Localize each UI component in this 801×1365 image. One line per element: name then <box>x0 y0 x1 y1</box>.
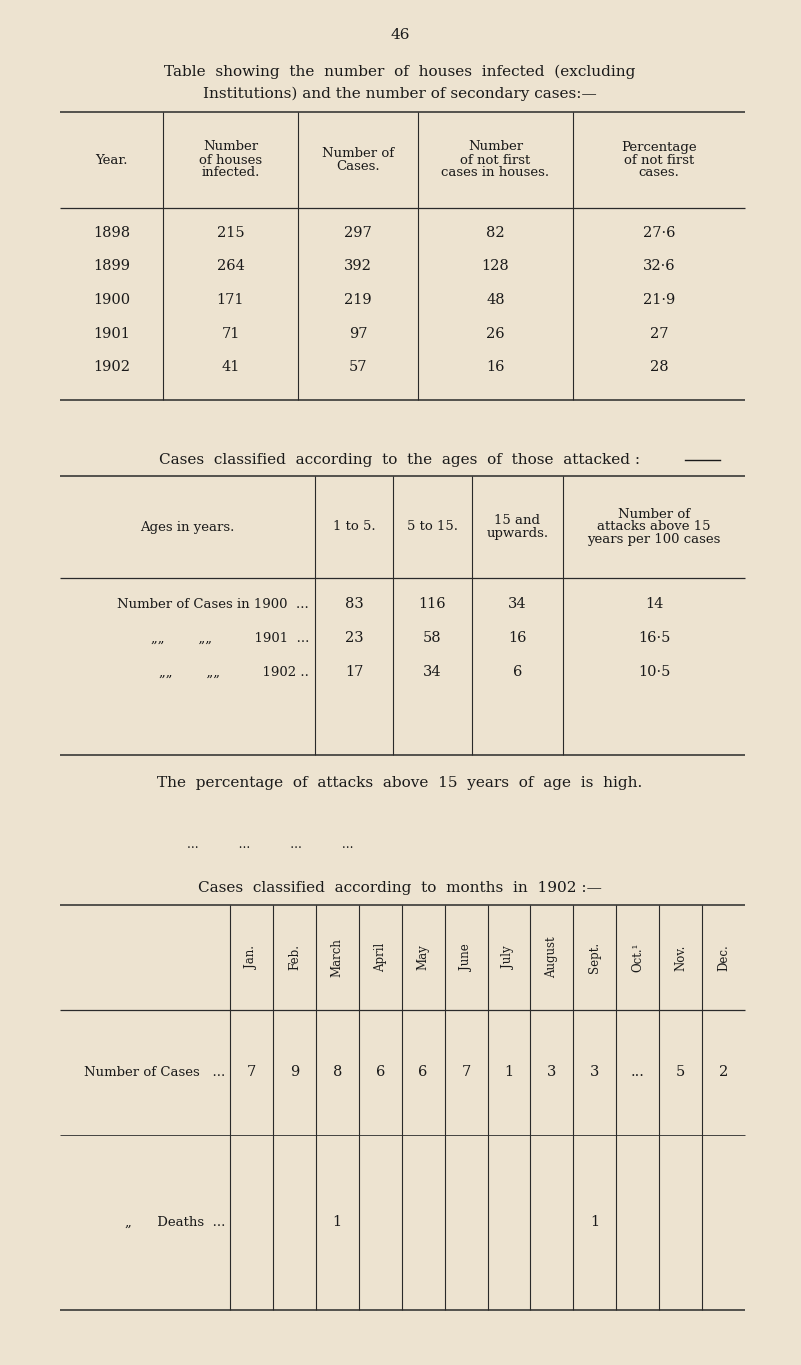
Text: 1902: 1902 <box>93 360 130 374</box>
Text: 1: 1 <box>590 1215 599 1230</box>
Text: 28: 28 <box>650 360 668 374</box>
Text: 5 to 15.: 5 to 15. <box>407 520 458 534</box>
Text: „      Deaths  ...: „ Deaths ... <box>125 1216 225 1228</box>
Text: 264: 264 <box>216 259 244 273</box>
Text: 128: 128 <box>481 259 509 273</box>
Text: 215: 215 <box>217 227 244 240</box>
Text: „„        „„          1902 ..: „„ „„ 1902 .. <box>159 666 309 678</box>
Text: 8: 8 <box>332 1066 342 1080</box>
Text: March: March <box>331 938 344 977</box>
Text: 3: 3 <box>547 1066 557 1080</box>
Text: cases in houses.: cases in houses. <box>441 167 549 180</box>
Text: 6: 6 <box>376 1066 385 1080</box>
Text: Cases.: Cases. <box>336 160 380 173</box>
Text: The  percentage  of  attacks  above  15  years  of  age  is  high.: The percentage of attacks above 15 years… <box>157 775 642 790</box>
Text: 17: 17 <box>344 665 363 678</box>
Text: 41: 41 <box>221 360 239 374</box>
Text: Nov.: Nov. <box>674 945 687 971</box>
Text: 23: 23 <box>344 631 364 646</box>
Text: Cases  classified  according  to  the  ages  of  those  attacked :: Cases classified according to the ages o… <box>159 453 641 467</box>
Text: Number of Cases   ...: Number of Cases ... <box>84 1066 225 1078</box>
Text: ...          ...          ...          ...: ... ... ... ... <box>187 838 353 852</box>
Text: April: April <box>374 943 387 972</box>
Text: 1899: 1899 <box>93 259 130 273</box>
Text: 34: 34 <box>508 597 527 612</box>
Text: July: July <box>502 946 516 969</box>
Text: 171: 171 <box>217 293 244 307</box>
Text: 1 to 5.: 1 to 5. <box>332 520 376 534</box>
Text: 16: 16 <box>486 360 505 374</box>
Text: Year.: Year. <box>95 153 127 167</box>
Text: 116: 116 <box>419 597 446 612</box>
Text: „„        „„          1901  ...: „„ „„ 1901 ... <box>151 632 309 644</box>
Text: Feb.: Feb. <box>288 945 301 971</box>
Text: 16·5: 16·5 <box>638 631 670 646</box>
Text: infected.: infected. <box>201 167 260 180</box>
Text: 46: 46 <box>390 29 410 42</box>
Text: 7: 7 <box>461 1066 471 1080</box>
Text: of not first: of not first <box>461 153 530 167</box>
Text: upwards.: upwards. <box>486 527 549 541</box>
Text: 32·6: 32·6 <box>642 259 675 273</box>
Text: 3: 3 <box>590 1066 599 1080</box>
Text: Oct.¹: Oct.¹ <box>631 943 644 972</box>
Text: Number: Number <box>468 141 523 153</box>
Text: Percentage: Percentage <box>622 141 697 153</box>
Text: 7: 7 <box>247 1066 256 1080</box>
Text: 6: 6 <box>418 1066 428 1080</box>
Text: Number of Cases in 1900  ...: Number of Cases in 1900 ... <box>117 598 309 610</box>
Text: 97: 97 <box>348 328 367 341</box>
Text: 1: 1 <box>505 1066 513 1080</box>
Text: 57: 57 <box>348 360 367 374</box>
Text: 5: 5 <box>676 1066 685 1080</box>
Text: ...: ... <box>630 1066 645 1080</box>
Text: 392: 392 <box>344 259 372 273</box>
Text: Number of: Number of <box>618 508 690 520</box>
Text: 1900: 1900 <box>93 293 130 307</box>
Text: 27·6: 27·6 <box>642 227 675 240</box>
Text: 14: 14 <box>645 597 663 612</box>
Text: 82: 82 <box>486 227 505 240</box>
Text: 2: 2 <box>719 1066 728 1080</box>
Text: Number of: Number of <box>322 147 394 160</box>
Text: 1: 1 <box>332 1215 342 1230</box>
Text: 297: 297 <box>344 227 372 240</box>
Text: Institutions) and the number of secondary cases:—: Institutions) and the number of secondar… <box>203 87 597 101</box>
Text: Ages in years.: Ages in years. <box>140 520 235 534</box>
Text: 10·5: 10·5 <box>638 665 670 678</box>
Text: May: May <box>417 945 429 971</box>
Text: 48: 48 <box>486 293 505 307</box>
Text: Cases  classified  according  to  months  in  1902 :—: Cases classified according to months in … <box>198 880 602 895</box>
Text: 15 and: 15 and <box>494 515 541 527</box>
Text: 58: 58 <box>423 631 442 646</box>
Text: Jan.: Jan. <box>245 946 258 969</box>
Text: 1898: 1898 <box>93 227 130 240</box>
Text: 71: 71 <box>221 328 239 341</box>
Text: of not first: of not first <box>624 153 694 167</box>
Text: of houses: of houses <box>199 153 262 167</box>
Text: June: June <box>460 945 473 971</box>
Text: Table  showing  the  number  of  houses  infected  (excluding: Table showing the number of houses infec… <box>164 64 636 79</box>
Text: 34: 34 <box>423 665 442 678</box>
Text: 27: 27 <box>650 328 668 341</box>
Text: 83: 83 <box>344 597 364 612</box>
Text: 16: 16 <box>509 631 527 646</box>
Text: years per 100 cases: years per 100 cases <box>587 534 721 546</box>
Text: 6: 6 <box>513 665 522 678</box>
Text: August: August <box>545 936 558 979</box>
Text: 26: 26 <box>486 328 505 341</box>
Text: 1901: 1901 <box>93 328 130 341</box>
Text: Dec.: Dec. <box>717 945 730 971</box>
Text: attacks above 15: attacks above 15 <box>598 520 710 534</box>
Text: cases.: cases. <box>638 167 679 180</box>
Text: 9: 9 <box>290 1066 299 1080</box>
Text: 219: 219 <box>344 293 372 307</box>
Text: Sept.: Sept. <box>588 942 602 973</box>
Text: Number: Number <box>203 141 258 153</box>
Text: 21·9: 21·9 <box>643 293 675 307</box>
